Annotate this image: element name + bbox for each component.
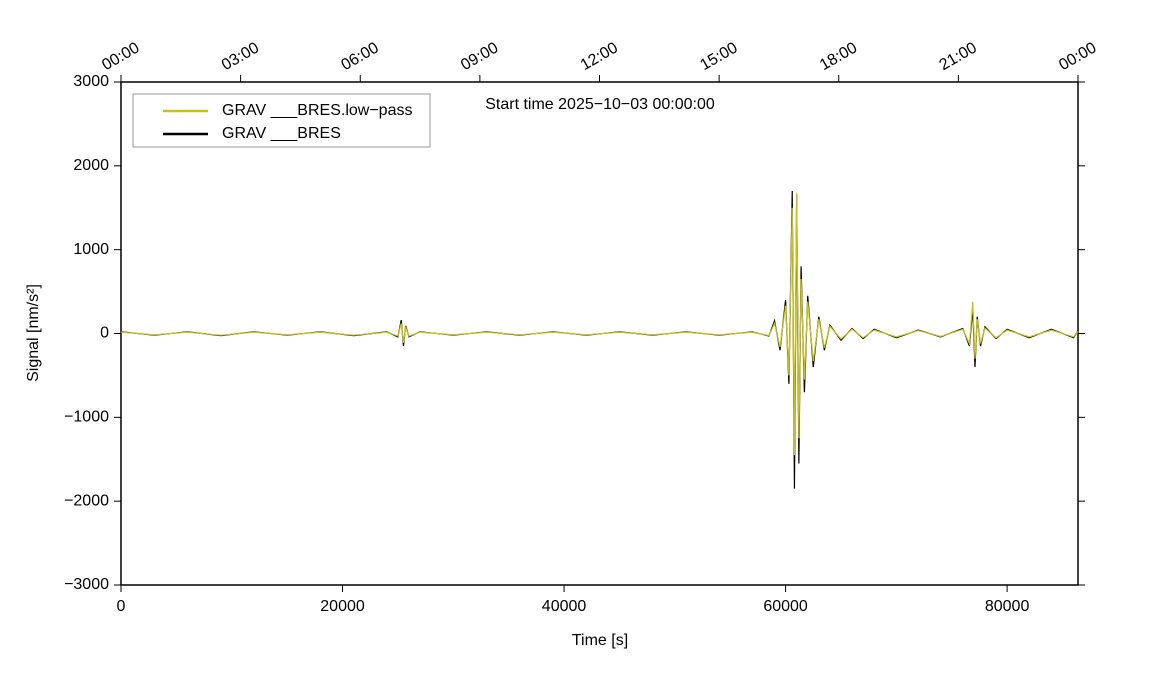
x2-tick-label: 03:00 <box>219 39 262 74</box>
x2-tick-label: 00:00 <box>1056 39 1099 74</box>
y-tick-label: 0 <box>100 325 109 342</box>
y-tick-label: 1000 <box>73 241 109 258</box>
x2-tick-label: 06:00 <box>339 39 382 74</box>
x-tick-label: 80000 <box>985 598 1030 615</box>
signal-line <box>120 192 1079 456</box>
y-tick-label: −2000 <box>64 492 109 509</box>
x-tick-label: 20000 <box>320 598 365 615</box>
x2-tick-label: 15:00 <box>697 39 740 74</box>
y-tick-label: −3000 <box>64 576 109 593</box>
x-tick-label: 40000 <box>542 598 587 615</box>
legend-label: GRAV ___BRES.low−pass <box>222 102 412 119</box>
legend-label: GRAV ___BRES <box>222 125 341 142</box>
x2-tick-label: 18:00 <box>817 39 860 74</box>
annotation: Start time 2025−10−03 00:00:00 <box>485 96 715 113</box>
y-tick-label: 2000 <box>73 157 109 174</box>
x2-tick-label: 00:00 <box>99 39 142 74</box>
x-tick-label: 60000 <box>763 598 808 615</box>
legend: GRAV ___BRES.low−pass GRAV ___BRES <box>132 93 431 148</box>
y-tick-label: −1000 <box>64 409 109 426</box>
y-axis-label: Signal [nm/s²] <box>25 284 42 382</box>
signal-line <box>120 190 1079 489</box>
y-tick-label: 3000 <box>73 73 109 90</box>
x-tick-label: 0 <box>117 598 126 615</box>
x2-tick-label: 21:00 <box>937 39 980 74</box>
legend-box <box>132 93 431 148</box>
x2-tick-label: 12:00 <box>578 39 621 74</box>
x2-tick-label: 09:00 <box>458 39 501 74</box>
x-axis-label: Time [s] <box>572 632 628 649</box>
